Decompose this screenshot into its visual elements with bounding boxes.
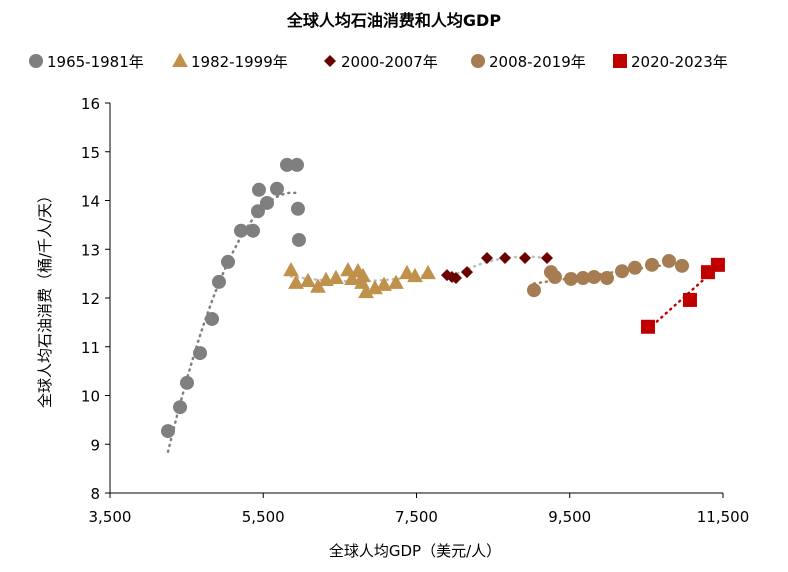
data-point bbox=[269, 181, 284, 196]
data-point bbox=[173, 400, 188, 415]
x-tick-label: 11,500 bbox=[697, 508, 750, 526]
data-point bbox=[388, 274, 404, 289]
y-axis-label: 全球人均石油消费（桶/千人/天） bbox=[36, 188, 54, 408]
data-point bbox=[540, 252, 553, 265]
data-point bbox=[519, 252, 532, 265]
data-point bbox=[204, 311, 219, 326]
data-point bbox=[251, 182, 266, 197]
y-tick-label: 15 bbox=[81, 144, 100, 162]
y-tick-label: 8 bbox=[90, 485, 100, 503]
y-tick-label: 9 bbox=[90, 436, 100, 454]
trend-line bbox=[445, 255, 549, 281]
data-point bbox=[640, 319, 655, 334]
data-point bbox=[644, 257, 659, 272]
series-2008-2019年 bbox=[526, 253, 690, 298]
data-point bbox=[661, 253, 676, 268]
x-axis-label: 全球人均GDP（美元/人） bbox=[329, 542, 501, 560]
data-point bbox=[328, 269, 344, 285]
data-point bbox=[161, 424, 176, 439]
y-tick-label: 11 bbox=[81, 339, 100, 357]
y-tick-label: 16 bbox=[81, 95, 100, 113]
data-point bbox=[310, 278, 326, 293]
legend-marker bbox=[471, 54, 485, 68]
data-point bbox=[675, 258, 690, 273]
data-point bbox=[355, 267, 371, 283]
data-point bbox=[300, 272, 316, 287]
data-point bbox=[289, 157, 304, 172]
data-point bbox=[449, 272, 462, 285]
x-tick-label: 3,500 bbox=[89, 508, 132, 526]
series-1965-1981年 bbox=[161, 157, 306, 439]
data-point bbox=[460, 266, 473, 279]
data-point bbox=[615, 264, 630, 279]
x-tick-label: 7,500 bbox=[395, 508, 438, 526]
series-2000-2007年 bbox=[440, 252, 553, 285]
data-point bbox=[288, 274, 304, 289]
legend-label: 1982-1999年 bbox=[191, 53, 288, 71]
chart-title: 全球人均石油消费和人均GDP bbox=[286, 11, 501, 30]
data-point bbox=[480, 252, 493, 265]
data-point bbox=[221, 254, 236, 269]
data-point bbox=[599, 271, 614, 286]
data-point bbox=[283, 261, 299, 277]
data-point bbox=[576, 271, 591, 286]
legend-marker bbox=[613, 54, 627, 68]
data-point bbox=[260, 195, 275, 210]
x-tick-label: 9,500 bbox=[548, 508, 591, 526]
data-point bbox=[358, 283, 374, 299]
data-point bbox=[193, 346, 208, 361]
series-2020-2023年 bbox=[640, 257, 725, 334]
legend-label: 2008-2019年 bbox=[489, 53, 586, 71]
data-point bbox=[682, 292, 697, 307]
data-point bbox=[290, 201, 305, 216]
data-point bbox=[211, 274, 226, 289]
data-point bbox=[280, 157, 295, 172]
legend-label: 1965-1981年 bbox=[47, 53, 144, 71]
data-point bbox=[586, 270, 601, 285]
trend-line bbox=[166, 191, 301, 453]
data-point bbox=[245, 223, 260, 238]
x-tick-label: 5,500 bbox=[242, 508, 285, 526]
legend: 1965-1981年 1982-1999年 2000-2007年 2008-2019年… bbox=[29, 52, 728, 71]
data-point bbox=[499, 252, 512, 265]
axes: 8 9 10 11 12 13 14 15 16 3,500 5,500 7,500 9,500 11,5… bbox=[81, 95, 749, 526]
data-point bbox=[420, 264, 436, 280]
data-point bbox=[547, 270, 562, 285]
y-tick-label: 12 bbox=[81, 290, 100, 308]
legend-label: 2020-2023年 bbox=[631, 53, 728, 71]
data-point bbox=[234, 223, 249, 238]
data-points bbox=[161, 157, 725, 439]
legend-label: 2000-2007年 bbox=[341, 53, 438, 71]
data-point bbox=[250, 204, 265, 219]
data-point bbox=[563, 271, 578, 286]
legend-marker bbox=[29, 54, 43, 68]
data-point bbox=[526, 283, 541, 298]
data-point bbox=[710, 257, 725, 272]
y-tick-label: 14 bbox=[81, 193, 100, 211]
y-tick-label: 10 bbox=[81, 388, 100, 406]
data-point bbox=[291, 232, 306, 247]
data-point bbox=[627, 260, 642, 275]
y-tick-label: 13 bbox=[81, 241, 100, 259]
series-1982-1999年 bbox=[283, 261, 436, 299]
data-point bbox=[407, 267, 423, 283]
data-point bbox=[376, 276, 392, 291]
legend-marker bbox=[324, 55, 336, 67]
data-point bbox=[180, 375, 195, 390]
legend-marker bbox=[172, 52, 188, 67]
